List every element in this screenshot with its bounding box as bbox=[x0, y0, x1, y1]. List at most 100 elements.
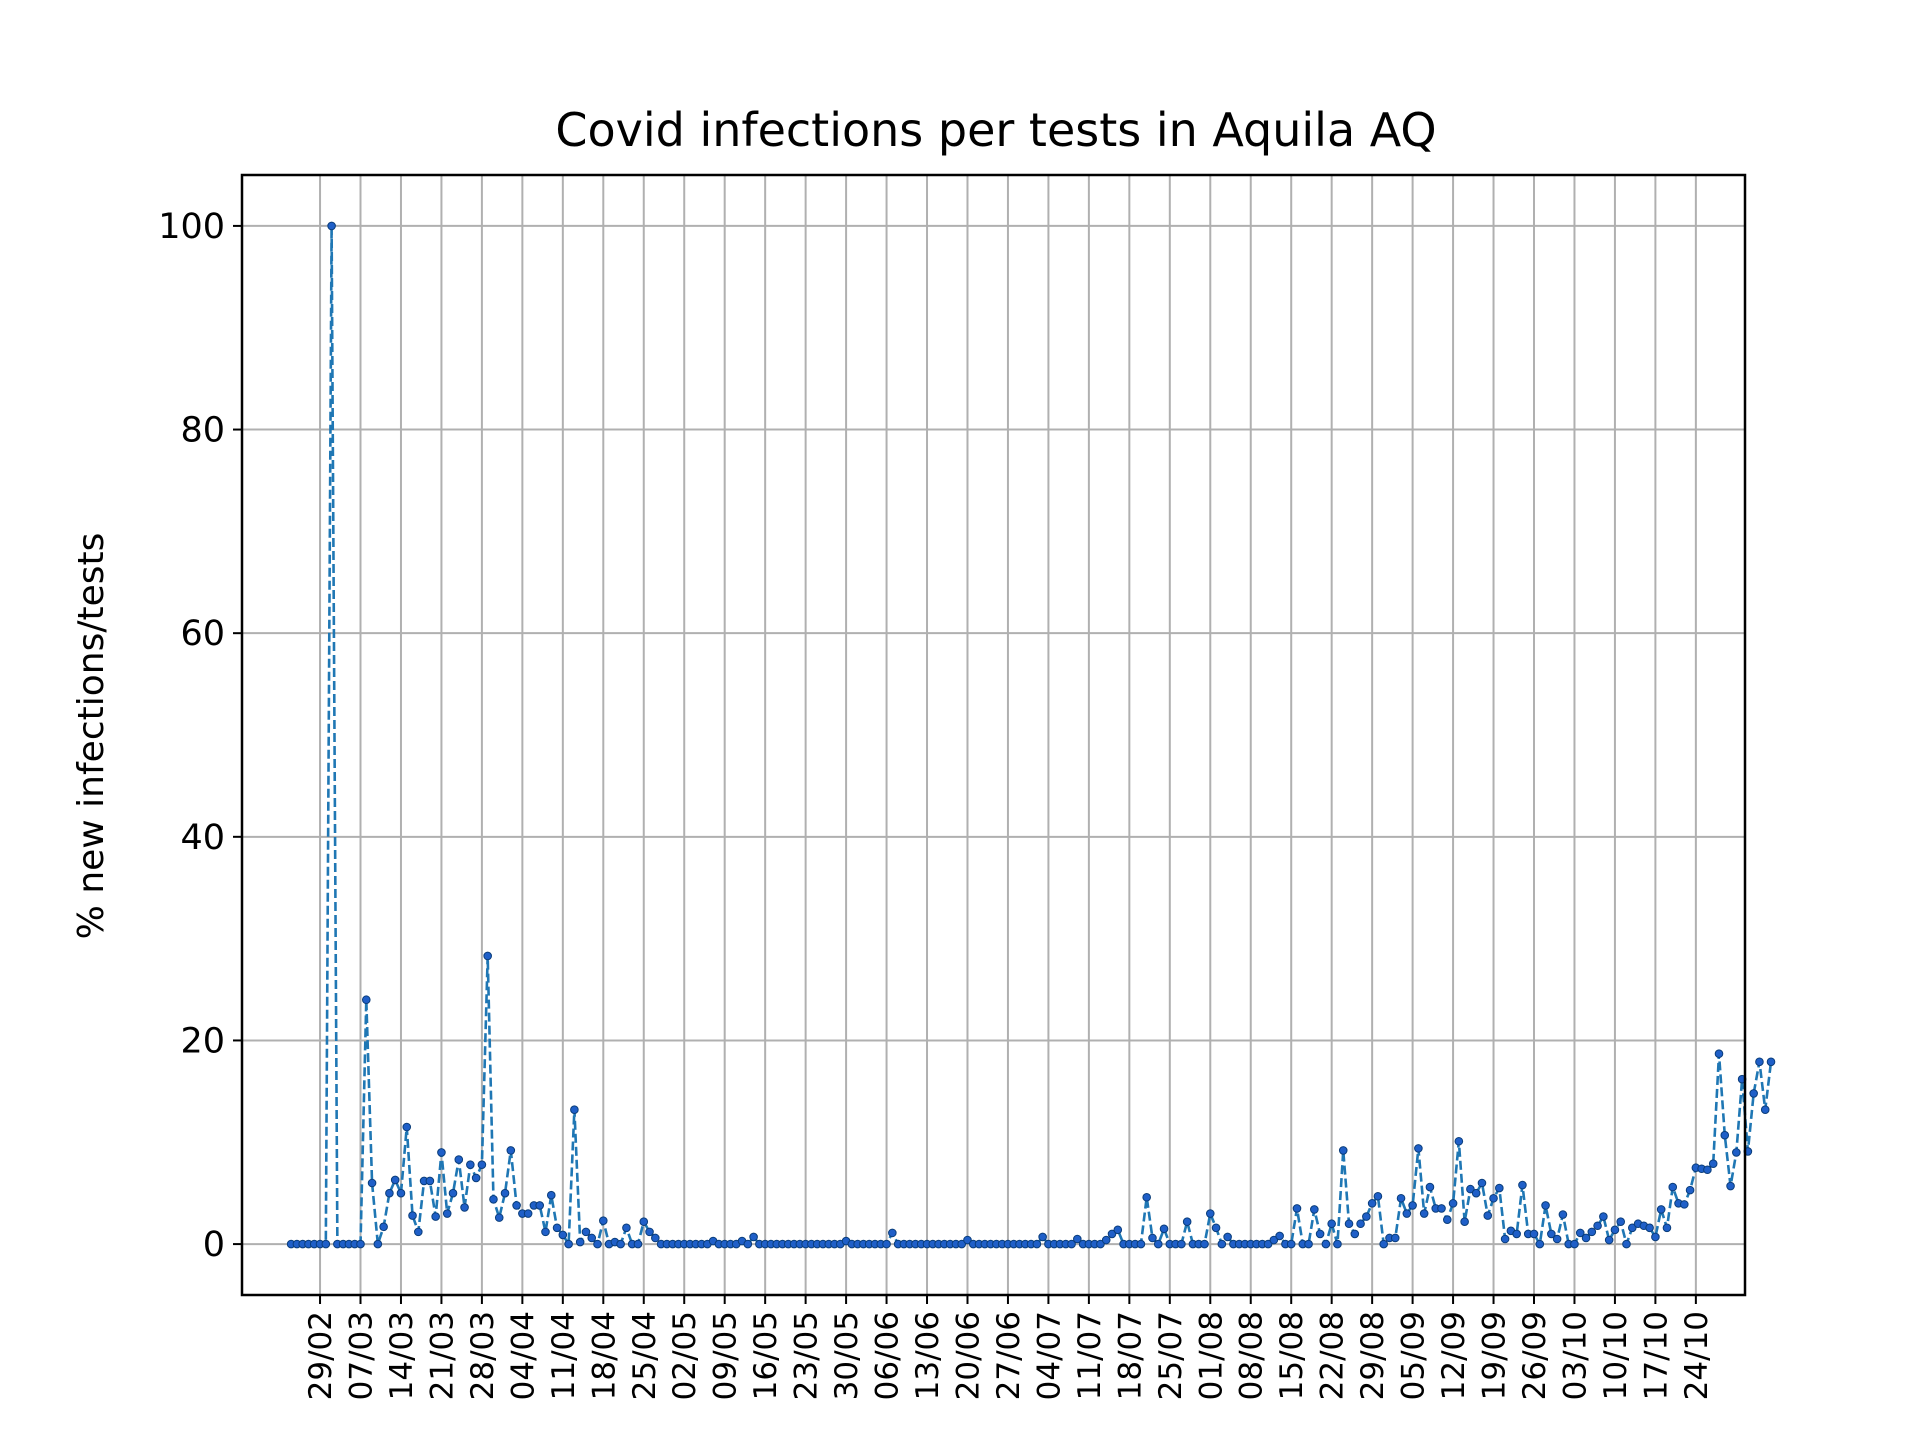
data-point bbox=[1402, 1209, 1412, 1218]
x-tick-label: 02/05 bbox=[667, 1311, 703, 1400]
data-point bbox=[587, 1233, 597, 1243]
data-point bbox=[402, 1122, 412, 1132]
y-axis-label: % new infections/tests bbox=[71, 533, 112, 940]
x-tick-label: 20/06 bbox=[950, 1311, 986, 1400]
data-point bbox=[327, 221, 336, 231]
data-point bbox=[414, 1227, 423, 1237]
data-point bbox=[1726, 1181, 1735, 1191]
data-point bbox=[558, 1230, 568, 1240]
data-point bbox=[639, 1217, 649, 1226]
data-point bbox=[570, 1105, 579, 1114]
data-point bbox=[1755, 1057, 1764, 1067]
x-tick-label: 29/08 bbox=[1355, 1311, 1391, 1400]
data-point bbox=[599, 1216, 608, 1225]
data-point bbox=[437, 1148, 446, 1157]
data-point bbox=[1408, 1201, 1417, 1210]
data-point bbox=[1627, 1223, 1637, 1233]
data-point bbox=[1749, 1089, 1758, 1098]
data-point bbox=[1315, 1229, 1325, 1239]
data-point bbox=[373, 1239, 383, 1249]
data-point bbox=[1575, 1228, 1585, 1238]
x-tick-label: 11/04 bbox=[546, 1311, 582, 1400]
data-point bbox=[1656, 1205, 1666, 1214]
data-point bbox=[957, 1239, 967, 1249]
data-point bbox=[396, 1188, 406, 1198]
data-point bbox=[1350, 1229, 1360, 1239]
data-point bbox=[1616, 1217, 1626, 1226]
data-point bbox=[888, 1228, 897, 1238]
data-point bbox=[379, 1222, 388, 1232]
data-point bbox=[1373, 1191, 1383, 1201]
data-point bbox=[1275, 1231, 1284, 1241]
data-point bbox=[1547, 1229, 1556, 1239]
data-point bbox=[535, 1201, 545, 1210]
x-tick-label: 18/07 bbox=[1112, 1311, 1148, 1400]
x-tick-label: 10/10 bbox=[1598, 1311, 1634, 1400]
data-point bbox=[546, 1190, 556, 1200]
data-point bbox=[1038, 1232, 1047, 1242]
data-point bbox=[1223, 1232, 1232, 1242]
data-point bbox=[425, 1176, 435, 1186]
data-point bbox=[1708, 1159, 1718, 1168]
x-tick-label: 11/07 bbox=[1072, 1311, 1108, 1400]
data-point bbox=[361, 995, 371, 1005]
data-point bbox=[448, 1188, 458, 1198]
chart-title: Covid infections per tests in Aquila AQ bbox=[555, 103, 1436, 157]
x-tick-label: 13/06 bbox=[910, 1311, 946, 1400]
data-point bbox=[593, 1239, 602, 1249]
data-point bbox=[1032, 1239, 1042, 1249]
data-point bbox=[489, 1194, 498, 1204]
x-tick-label: 14/03 bbox=[384, 1311, 420, 1400]
x-tick-label: 01/08 bbox=[1193, 1311, 1229, 1400]
data-point bbox=[1454, 1136, 1464, 1146]
data-point bbox=[1096, 1239, 1105, 1249]
x-tick-label: 12/09 bbox=[1436, 1311, 1472, 1400]
x-tick-label: 06/06 bbox=[870, 1311, 906, 1400]
data-point bbox=[1552, 1234, 1562, 1244]
data-point bbox=[1581, 1233, 1591, 1243]
data-point bbox=[1662, 1223, 1672, 1233]
data-point bbox=[963, 1235, 972, 1245]
data-point bbox=[1073, 1234, 1082, 1244]
data-point bbox=[581, 1227, 591, 1237]
data-point bbox=[1442, 1215, 1452, 1224]
data-point bbox=[1651, 1232, 1660, 1242]
data-point bbox=[1489, 1193, 1498, 1203]
x-tick-label: 18/04 bbox=[586, 1311, 622, 1400]
data-point bbox=[1500, 1234, 1510, 1244]
x-tick-label: 09/05 bbox=[708, 1311, 744, 1400]
data-point bbox=[1437, 1204, 1446, 1213]
data-point bbox=[1495, 1183, 1504, 1193]
data-point bbox=[1448, 1199, 1458, 1208]
data-point bbox=[1067, 1239, 1076, 1249]
data-point bbox=[1292, 1204, 1302, 1213]
data-point bbox=[1518, 1180, 1527, 1190]
data-point bbox=[1680, 1200, 1689, 1209]
data-point bbox=[1304, 1239, 1313, 1249]
x-tick-label: 21/03 bbox=[424, 1311, 460, 1400]
y-tick-label: 80 bbox=[180, 411, 225, 451]
data-point bbox=[1107, 1229, 1117, 1239]
data-point bbox=[321, 1239, 331, 1249]
x-tick-label: 16/05 bbox=[748, 1311, 784, 1400]
data-point bbox=[1217, 1239, 1227, 1249]
data-point bbox=[1211, 1223, 1221, 1233]
data-point bbox=[1668, 1182, 1678, 1192]
data-point bbox=[385, 1188, 394, 1198]
data-point bbox=[460, 1203, 469, 1212]
data-point bbox=[1321, 1239, 1331, 1249]
data-point bbox=[749, 1232, 758, 1242]
y-axis: 0 20 40 60 80 100 bbox=[158, 207, 242, 1265]
data-point bbox=[1205, 1209, 1215, 1218]
data-point bbox=[1344, 1219, 1354, 1229]
data-point bbox=[541, 1227, 550, 1237]
x-tick-label: 25/04 bbox=[627, 1311, 663, 1400]
data-point bbox=[442, 1209, 452, 1218]
data-point bbox=[1622, 1239, 1631, 1249]
x-tick-label: 04/07 bbox=[1031, 1311, 1067, 1400]
data-point bbox=[1356, 1219, 1365, 1229]
data-point bbox=[1333, 1239, 1342, 1249]
x-tick-label: 05/09 bbox=[1396, 1311, 1432, 1400]
data-point bbox=[523, 1209, 533, 1218]
data-point bbox=[1200, 1239, 1209, 1249]
